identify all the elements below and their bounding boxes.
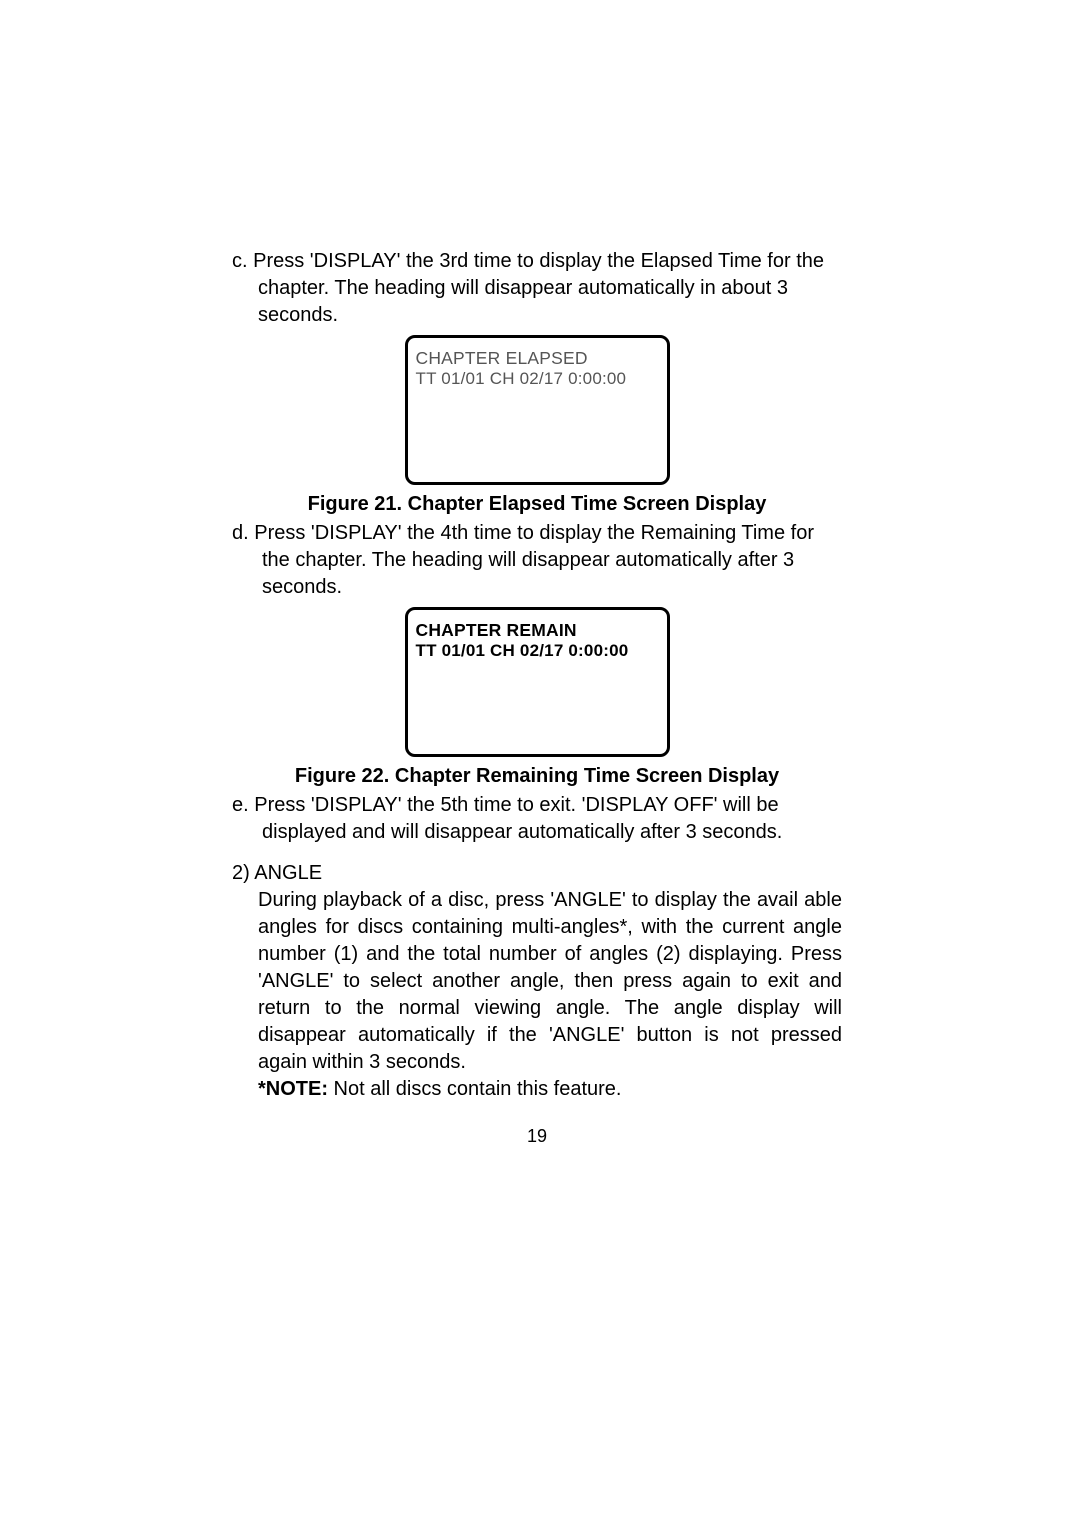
list-label-d: d. xyxy=(232,522,249,544)
paragraph-d-text: Press 'DISPLAY' the 4th time to display … xyxy=(254,522,814,598)
paragraph-d: d. Press 'DISPLAY' the 4th time to displ… xyxy=(232,520,842,601)
list-label-2: 2) xyxy=(232,862,250,884)
screen2-line2: TT 01/01 CH 02/17 0:00:00 xyxy=(416,641,659,661)
screen-display-chapter-remain: CHAPTER REMAIN TT 01/01 CH 02/17 0:00:00 xyxy=(405,607,670,757)
screen1-line2: TT 01/01 CH 02/17 0:00:00 xyxy=(416,369,659,389)
section-2-body: During playback of a disc, press 'ANGLE'… xyxy=(232,887,842,1076)
list-label-c: c. xyxy=(232,250,248,272)
note-text: Not all discs contain this feature. xyxy=(328,1078,621,1100)
paragraph-c: c. Press 'DISPLAY' the 3rd time to displ… xyxy=(232,248,842,329)
document-page: c. Press 'DISPLAY' the 3rd time to displ… xyxy=(232,248,842,1103)
spacer xyxy=(232,846,842,860)
screen2-line1: CHAPTER REMAIN xyxy=(416,620,659,641)
screen1-line1: CHAPTER ELAPSED xyxy=(416,348,659,369)
figure-22-caption: Figure 22. Chapter Remaining Time Screen… xyxy=(232,765,842,788)
list-label-e: e. xyxy=(232,794,249,816)
section-2-heading: 2) ANGLE xyxy=(232,860,842,887)
section-2-title: ANGLE xyxy=(254,862,322,884)
note-label: *NOTE: xyxy=(258,1078,328,1100)
paragraph-e: e. Press 'DISPLAY' the 5th time to exit.… xyxy=(232,792,842,846)
paragraph-e-text: Press 'DISPLAY' the 5th time to exit. 'D… xyxy=(254,794,782,843)
figure-21-caption: Figure 21. Chapter Elapsed Time Screen D… xyxy=(232,493,842,516)
page-number: 19 xyxy=(232,1126,842,1147)
section-2-note: *NOTE: Not all discs contain this featur… xyxy=(232,1076,842,1103)
screen-display-chapter-elapsed: CHAPTER ELAPSED TT 01/01 CH 02/17 0:00:0… xyxy=(405,335,670,485)
paragraph-c-text: Press 'DISPLAY' the 3rd time to display … xyxy=(253,250,824,326)
